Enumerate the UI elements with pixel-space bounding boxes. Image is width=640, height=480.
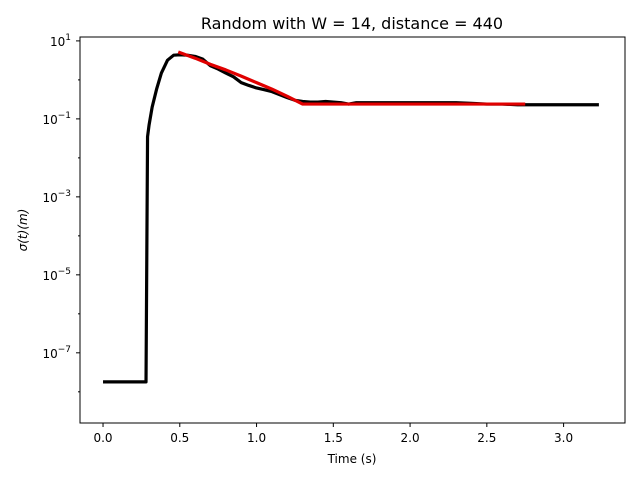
y-tick-label: 10−1 — [42, 111, 71, 127]
y-axis-label: σ(t)(m) — [16, 209, 30, 252]
y-tick-label: 10−5 — [42, 267, 71, 283]
y-tick-label: 101 — [50, 33, 71, 49]
x-axis-label: Time (s) — [327, 452, 377, 466]
x-tick-label: 1.5 — [324, 431, 343, 445]
x-tick-label: 1.0 — [247, 431, 266, 445]
x-tick-label: 2.5 — [477, 431, 496, 445]
x-tick-label: 2.0 — [401, 431, 420, 445]
series-line-2 — [177, 50, 526, 106]
x-axis-ticks: 0.0 0.5 1.0 1.5 2.0 2.5 3.0 — [93, 423, 573, 445]
y-tick-label: 10−3 — [42, 189, 71, 205]
chart-title: Random with W = 14, distance = 440 — [201, 14, 503, 33]
series-layer — [103, 50, 599, 384]
y-tick-label: 10−7 — [42, 345, 71, 361]
plot-frame — [79, 36, 626, 424]
x-tick-label: 0.5 — [170, 431, 189, 445]
plot-area — [80, 37, 625, 423]
x-tick-label: 0.0 — [93, 431, 112, 445]
x-tick-label: 3.0 — [554, 431, 573, 445]
y-axis-ticks: 101 10−1 10−3 10−5 10−7 — [42, 33, 80, 393]
